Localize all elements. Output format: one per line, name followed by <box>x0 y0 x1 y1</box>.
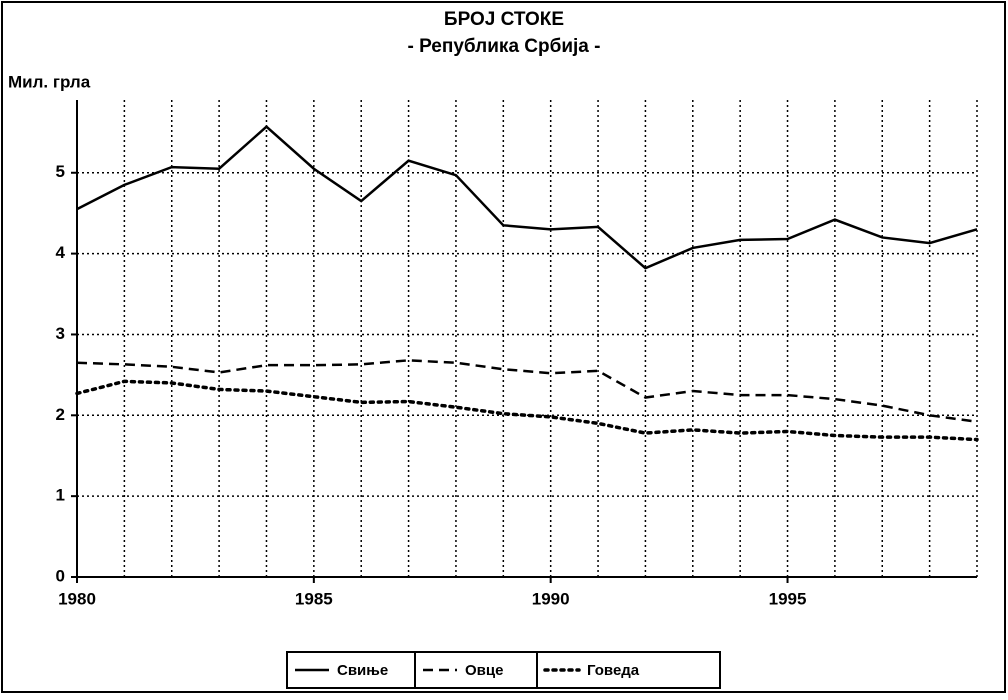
x-tick-label: 1995 <box>769 589 807 608</box>
data-line <box>75 379 979 442</box>
y-tick-label: 5 <box>56 162 65 181</box>
y-tick-label: 3 <box>56 324 65 343</box>
y-tick-label: 0 <box>56 566 65 585</box>
data-line <box>76 359 978 424</box>
y-tick-label: 2 <box>56 405 65 424</box>
x-tick-label: 1990 <box>532 589 570 608</box>
legend-label: Овце <box>465 662 503 679</box>
y-tick-label: 1 <box>56 486 65 505</box>
legend-box <box>286 651 721 689</box>
x-tick-label: 1985 <box>295 589 333 608</box>
x-tick-label: 1980 <box>58 589 96 608</box>
legend-label: Говеда <box>587 662 640 679</box>
y-axis-label: Мил. грла <box>8 72 91 91</box>
chart-subtitle: - Република Србија - <box>408 36 601 57</box>
legend-label: Свиње <box>337 662 388 679</box>
y-tick-label: 4 <box>56 243 66 262</box>
chart-title: БРОЈ СТОКЕ <box>444 9 564 30</box>
data-line <box>76 125 978 270</box>
